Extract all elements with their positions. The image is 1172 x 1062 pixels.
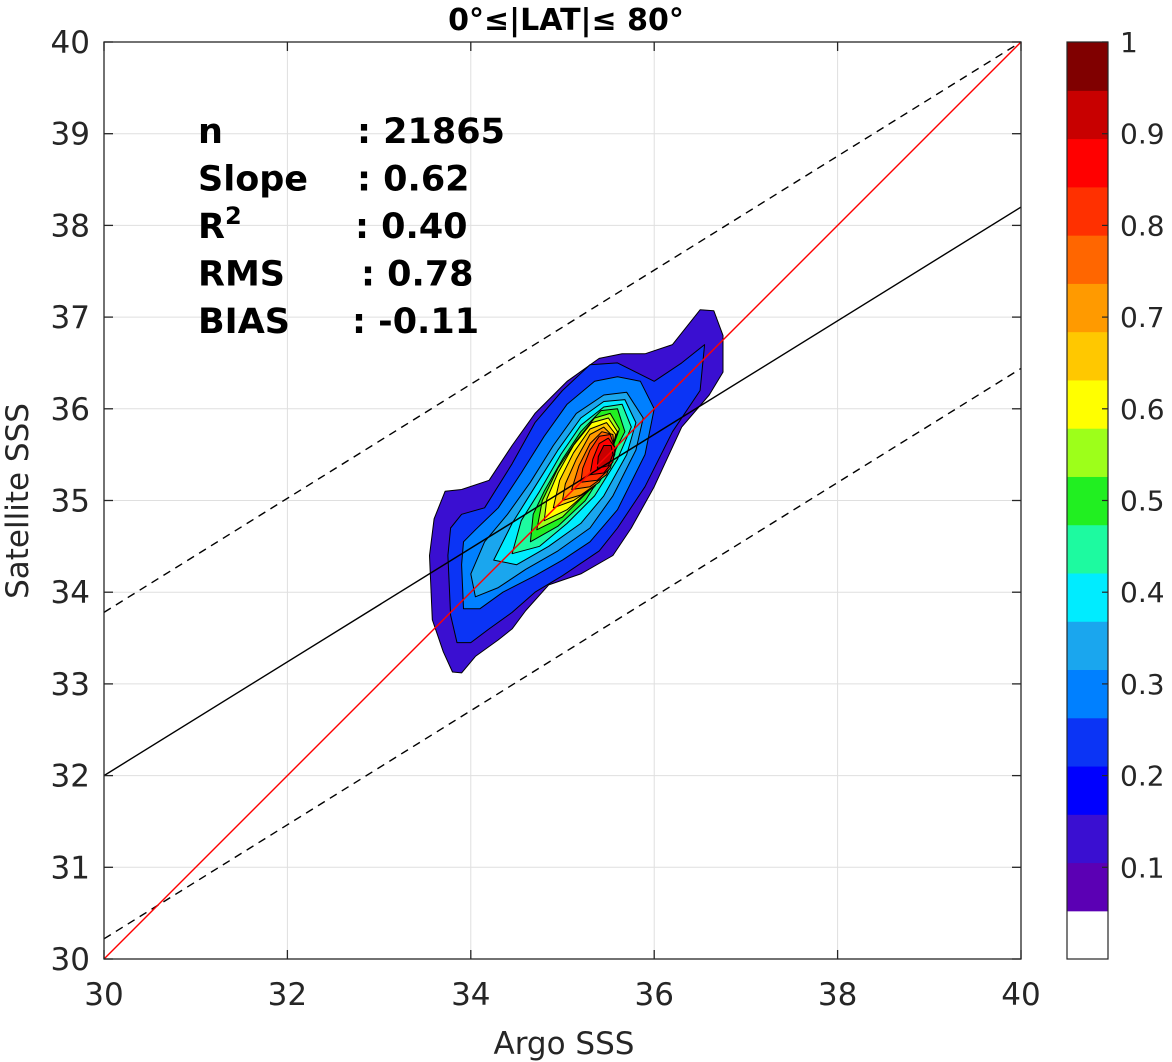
y-tick-label: 32 (51, 759, 90, 795)
y-tick-label: 36 (51, 392, 90, 428)
y-tick-label: 39 (51, 117, 90, 153)
colorbar-tick-label: 0.5 (1120, 485, 1165, 518)
colorbar-tick-label: 0.2 (1120, 760, 1165, 793)
colorbar-segment (1067, 90, 1108, 140)
colorbar-tick-label: 1 (1120, 26, 1138, 59)
x-tick-label: 32 (268, 977, 307, 1013)
x-tick-label: 34 (451, 977, 490, 1013)
colorbar-tick-label: 0.6 (1120, 393, 1165, 426)
stat-label: BIAS (198, 302, 290, 342)
colorbar-segment (1067, 621, 1108, 671)
y-tick-label: 35 (51, 484, 90, 520)
x-tick-label: 36 (634, 977, 673, 1013)
axis-ticks: 30 32 34 36 38 40 30 31 32 33 34 35 36 37 38 39 40 (51, 25, 1041, 1013)
colorbar-tick-label: 0.8 (1120, 209, 1165, 242)
colorbar-tick-label: 0.4 (1120, 576, 1165, 609)
y-tick-label: 38 (51, 208, 90, 244)
stat-value: : -0.11 (352, 302, 479, 342)
stat-value: : 0.78 (361, 255, 474, 295)
reference-lines (103, 41, 1022, 960)
colorbar-segment (1067, 765, 1108, 815)
colorbar-segment (1067, 283, 1108, 333)
colorbar-tick-label: 0.1 (1120, 851, 1165, 884)
colorbar-segment (1067, 138, 1108, 188)
regression-line (103, 206, 1022, 777)
stat-superscript: 2 (225, 202, 242, 230)
colorbar-tick-label: 0.9 (1120, 118, 1165, 151)
colorbar-segment (1067, 814, 1108, 864)
stat-label: Slope (198, 160, 308, 200)
colorbar-segment (1067, 524, 1108, 574)
stat-label: R2 (198, 202, 242, 247)
x-axis-label: Argo SSS (494, 1026, 635, 1062)
colorbar: 0.1 0.2 0.3 0.4 0.5 0.6 0.7 0.8 0.9 1 (1066, 26, 1165, 960)
stat-value: : 0.62 (357, 160, 470, 200)
colorbar-segment (1067, 235, 1108, 284)
colorbar-segment (1067, 379, 1108, 429)
colorbar-segment (1067, 572, 1108, 622)
stat-value: : 0.40 (355, 207, 468, 247)
y-tick-label: 30 (51, 942, 90, 978)
colorbar-segment (1067, 42, 1108, 91)
one-to-one-line (103, 41, 1022, 960)
colorbar-tick-label: 0.3 (1120, 668, 1165, 701)
stats-block: n : 21865 Slope : 0.62 R2 : 0.40 RMS : 0.78 BIAS… (198, 112, 505, 342)
colorbar-segment (1067, 331, 1108, 381)
y-tick-label: 33 (51, 667, 90, 703)
colorbar-segment (1067, 862, 1108, 912)
colorbar-segment (1067, 186, 1108, 236)
stat-label: RMS (198, 255, 285, 295)
chart-title: 0°≤|LAT|≤ 80° (448, 3, 684, 38)
x-tick-label: 40 (1001, 977, 1040, 1013)
colorbar-segment (1067, 910, 1108, 960)
y-axis-label: Satellite SSS (0, 403, 36, 599)
lower-dashed-line (103, 367, 1022, 940)
x-tick-label: 38 (818, 977, 857, 1013)
colorbar-segment (1067, 669, 1108, 719)
colorbar-segment (1067, 428, 1108, 477)
upper-dashed-line (103, 41, 1022, 613)
stat-value: : 21865 (357, 112, 505, 152)
colorbar-segment (1067, 476, 1108, 526)
y-tick-label: 37 (51, 300, 90, 336)
y-tick-label: 40 (51, 25, 90, 61)
density-contours (429, 309, 724, 674)
stat-label: n (198, 112, 223, 152)
y-tick-label: 31 (51, 850, 90, 886)
colorbar-tick-label: 0.7 (1120, 301, 1165, 334)
colorbar-segment (1067, 717, 1108, 767)
x-tick-label: 30 (84, 977, 123, 1013)
y-tick-label: 34 (51, 575, 90, 611)
